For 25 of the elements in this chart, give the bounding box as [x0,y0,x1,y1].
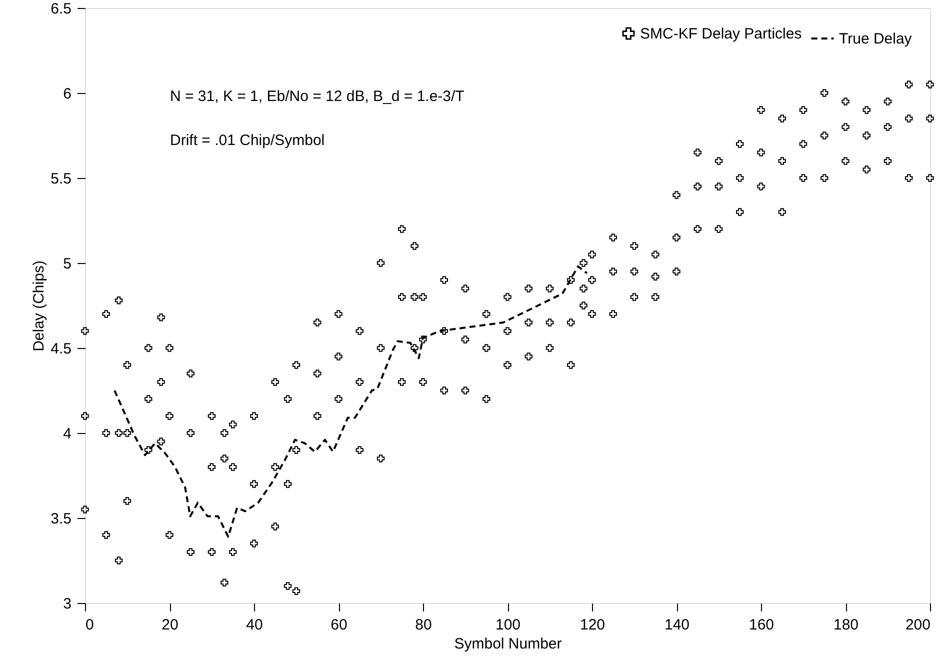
legend-label: True Delay [839,30,912,48]
y-tick-label: 3.5 [50,510,72,528]
annotation: Drift = .01 Chip/Symbol [170,132,325,149]
y-tick-label: 5 [63,256,72,272]
y-axis-title: Delay (Chips) [30,260,48,352]
x-tick-label: 160 [748,616,774,634]
x-tick-label: 200 [905,616,930,634]
x-axis-title: Symbol Number [454,636,562,652]
y-tick-label: 4.5 [50,340,72,358]
x-tick-label: 20 [162,616,178,634]
y-tick-label: 3 [63,596,72,612]
x-tick-label: 80 [415,616,432,634]
y-tick-label: 4 [63,426,72,442]
y-tick-label: 6.5 [50,0,72,18]
x-tick-label: 40 [246,616,263,634]
x-tick-label: 60 [330,616,348,634]
annotation: N = 31, K = 1, Eb/No = 12 dB, B_d = 1.e-3/T [170,88,464,105]
x-tick-label: 120 [580,616,606,634]
x-tick-label: 140 [664,616,690,634]
y-tick-label: 6 [63,86,72,102]
legend-label: SMC-KF Delay Particles [640,26,802,42]
x-tick-label: 0 [86,616,94,634]
x-tick-label: 180 [833,616,859,634]
y-tick-label: 5.5 [50,170,72,188]
x-tick-label: 100 [495,616,521,634]
